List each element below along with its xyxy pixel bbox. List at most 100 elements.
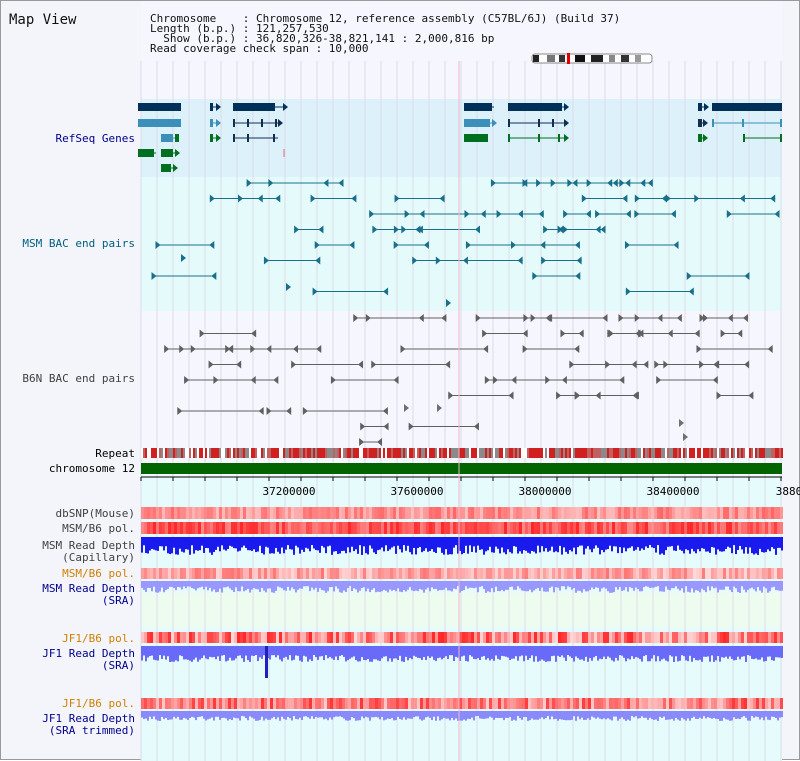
msm-depth-sra-bar (293, 581, 295, 590)
msm-pol-cell (195, 568, 198, 579)
jf1-pol-cell (213, 632, 216, 643)
jf1-depth-trim-bar (435, 711, 437, 721)
jf1-pol-cell (597, 698, 600, 709)
jf1-pol-cell (735, 632, 738, 643)
repeat-cell (581, 448, 583, 458)
repeat-cell (383, 448, 385, 458)
repeat-cell (273, 448, 275, 458)
msm-pol-cell (615, 522, 618, 534)
msm-depth-sra-bar (351, 581, 353, 592)
chromosome-bar[interactable] (141, 463, 782, 474)
read-depth-tracks[interactable] (141, 537, 783, 721)
msm-pol-cell (456, 522, 459, 534)
chromosome-ideogram[interactable] (531, 53, 653, 64)
track-label-msm-depth-sra[interactable]: MSM Read Depth (42, 582, 135, 595)
msm-depth-sra-bar (403, 581, 405, 591)
jf1-depth-sra-bar (161, 646, 163, 659)
jf1-depth-trim-bar (725, 711, 727, 720)
track-label-refseq[interactable]: RefSeq Genes (56, 132, 135, 145)
msm-depth-sra-bar (689, 581, 691, 593)
msm-pol-cell (693, 522, 696, 534)
repeat-cell (757, 448, 759, 458)
track-label-msm-b6-pol[interactable]: MSM/B6 pol. (62, 522, 135, 535)
jf1-depth-sra-bar (353, 646, 355, 657)
jf1-pol-cell (765, 632, 768, 643)
msm-pol-cell (519, 568, 522, 579)
jf1-pol-cell (663, 698, 666, 709)
repeat-cell (369, 448, 371, 458)
jf1-depth-sra-bar (475, 646, 477, 660)
refseq-genes-track[interactable] (138, 103, 782, 172)
repeat-cell (279, 448, 281, 458)
repeat-cell (451, 448, 453, 458)
jf1-depth-trim-bar (777, 711, 779, 721)
jf1-depth-trim-bar (343, 711, 345, 719)
repeat-track[interactable] (141, 448, 783, 458)
repeat-cell (271, 448, 273, 458)
track-label-dbsnp[interactable]: dbSNP(Mouse) (56, 507, 135, 520)
repeat-cell (699, 448, 701, 458)
gene-exon (138, 149, 154, 157)
bac-end-marker (365, 314, 371, 322)
jf1-depth-sra-bar (477, 646, 479, 659)
b6n-bac-track[interactable] (164, 314, 773, 446)
jf1-pol-cell (324, 698, 327, 709)
jf1-pol-cell (483, 698, 486, 709)
repeat-cell (215, 448, 217, 458)
jf1-depth-trim-bar (271, 711, 273, 719)
track-label-jf1-b6-pol[interactable]: JF1/B6 pol. (62, 632, 135, 645)
track-label-msm-depth-capillary[interactable]: MSM Read Depth (42, 539, 135, 552)
track-label-b6n-bac[interactable]: B6N BAC end pairs (22, 372, 135, 385)
msm-pol-cell (378, 568, 381, 579)
msm-pol-cell (162, 522, 165, 534)
msm-depth-cap-bar (477, 537, 479, 546)
bac-end-marker (558, 225, 564, 234)
jf1-pol-cell (330, 698, 333, 709)
dbsnp-cell (231, 507, 234, 519)
track-label-msm-bac[interactable]: MSM BAC end pairs (22, 237, 135, 250)
msm-pol-cell (585, 522, 588, 534)
jf1-pol-cell (183, 698, 186, 709)
jf1-pol-cell (765, 698, 768, 709)
repeat-cell (621, 448, 623, 458)
msm-pol-cell (663, 568, 666, 579)
jf1-pol-cell (249, 632, 252, 643)
repeat-cell (295, 448, 297, 458)
msm-depth-cap-bar (287, 537, 289, 546)
repeat-cell (673, 448, 675, 458)
jf1-pol-cell (207, 698, 210, 709)
jf1-pol-cell (147, 632, 150, 643)
msm-depth-cap-bar (509, 537, 511, 553)
polymorphism-strips[interactable] (141, 507, 783, 709)
track-label-jf1-b6-pol-2[interactable]: JF1/B6 pol. (62, 697, 135, 710)
msm-bac-track[interactable] (151, 179, 780, 307)
track-label-jf1-depth-sra[interactable]: JF1 Read Depth (42, 647, 135, 660)
jf1-depth-sra-bar (181, 646, 183, 657)
jf1-depth-sra-bar (563, 646, 565, 658)
gene-exon (698, 103, 702, 111)
dbsnp-cell (276, 507, 279, 519)
repeat-cell (323, 448, 325, 458)
repeat-cell (285, 448, 287, 458)
jf1-depth-trim-bar (229, 711, 231, 720)
msm-pol-cell (405, 568, 408, 579)
msm-pol-cell (771, 568, 774, 579)
jf1-depth-trim-bar (607, 711, 609, 719)
repeat-cell (701, 448, 703, 458)
repeat-cell (571, 448, 573, 458)
jf1-depth-sra-bar (185, 646, 187, 660)
dbsnp-cell (210, 507, 213, 519)
jf1-depth-trim-bar (527, 711, 529, 721)
msm-pol-cell (342, 568, 345, 579)
track-label-chromosome[interactable]: chromosome 12 (49, 462, 135, 475)
dbsnp-cell (420, 507, 423, 519)
track-label-jf1-depth-trimmed[interactable]: JF1 Read Depth (42, 712, 135, 725)
jf1-pol-cell (477, 698, 480, 709)
track-label-repeat[interactable]: Repeat (95, 447, 135, 460)
msm-depth-cap-bar (643, 537, 645, 550)
msm-depth-sra-bar (469, 581, 471, 588)
msm-depth-cap-bar (427, 537, 429, 552)
track-label-msm-b6-pol-2[interactable]: MSM/B6 pol. (62, 567, 135, 580)
jf1-pol-cell (537, 632, 540, 643)
jf1-depth-sra-bar (701, 646, 703, 662)
